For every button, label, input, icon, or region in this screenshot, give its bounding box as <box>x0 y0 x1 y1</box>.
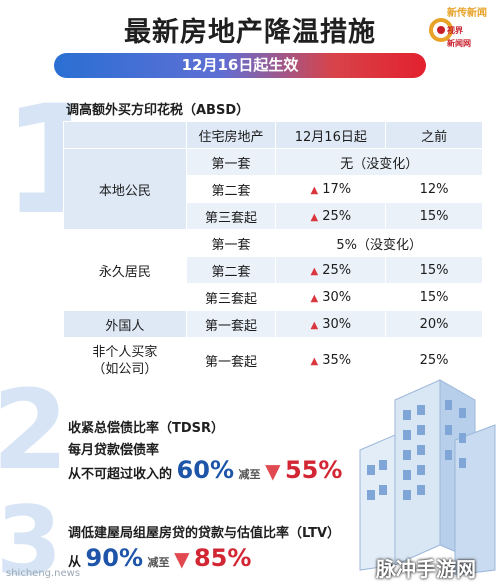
rate-old: 12% <box>385 175 483 203</box>
ltv-reduce-label: 减至 <box>147 556 170 569</box>
up-arrow-icon: ▲ <box>310 292 319 304</box>
logo-sub-text-2: 新闻网 <box>447 39 471 48</box>
rate-new: ▲ 25% <box>275 202 387 230</box>
table-row: 第二套 ▲ 17% 12% <box>64 175 483 203</box>
rate-new-value: 30% <box>322 316 352 332</box>
section1-title: 调高额外买方印花税（ABSD） <box>66 103 250 118</box>
table-row: 第二套 ▲ 25% 15% <box>64 256 483 284</box>
up-arrow-icon: ▲ <box>310 265 319 277</box>
table-row: 本地公民 第一套 无（没变化） <box>63 148 483 230</box>
table-row: 第三套起 ▲ 25% 15% <box>64 202 483 230</box>
table-header-cell: 12月16日起 <box>275 121 387 149</box>
rate-new-value: 25% <box>322 208 352 224</box>
table-header-cell: 之前 <box>385 121 483 149</box>
entity-label-line2: （如公司） <box>92 361 158 377</box>
property-count: 第二套 <box>185 175 277 203</box>
section-number-2: 2 <box>0 366 69 494</box>
section2-subtitle: 每月贷款偿债率 <box>68 443 160 458</box>
rate-new-value: 17% <box>322 181 352 197</box>
property-count: 第一套起 <box>185 310 277 338</box>
section-number-3: 3 <box>0 487 63 583</box>
buyer-group-pr: 永久居民 <box>63 229 187 311</box>
tdsr-prefix: 从不可超过收入的 <box>68 467 173 482</box>
rate-old: 15% <box>385 256 483 284</box>
ltv-to-value: 85% <box>193 544 252 572</box>
table-row: 永久居民 第一套 5%（没变化） <box>63 229 483 311</box>
up-arrow-icon: ▲ <box>310 319 319 331</box>
tdsr-from-value: 60% <box>176 456 234 484</box>
table-header-row: 住宅房地产 12月16日起 之前 <box>63 121 483 149</box>
rate-new-value: 30% <box>322 289 352 305</box>
ltv-prefix: 从 <box>68 555 82 570</box>
rate-new: ▲ 30% <box>275 283 387 311</box>
property-count: 第二套 <box>185 256 277 284</box>
effective-date-banner: 12月16日起生效 <box>54 53 426 78</box>
table-row: 外国人 第一套起 ▲ 30% 20% <box>63 310 483 338</box>
table-header-cell <box>63 121 187 149</box>
down-arrow-icon: ▼ <box>174 547 190 571</box>
news-logo-icon <box>429 18 453 42</box>
rate-new: ▲ 30% <box>275 310 387 338</box>
site-watermark: 脉冲手游网 <box>376 557 476 581</box>
buildings-illustration <box>359 379 496 575</box>
property-count: 第三套起 <box>185 202 277 230</box>
table-header-cell: 住宅房地产 <box>185 121 277 149</box>
rate-new-value: 35% <box>322 353 352 368</box>
up-arrow-icon: ▲ <box>310 184 319 196</box>
rate-unchanged: 5%（没变化） <box>275 229 483 257</box>
rate-old: 25% <box>385 337 483 384</box>
property-count: 第一套 <box>185 229 277 257</box>
property-count: 第一套起 <box>185 337 277 384</box>
tdsr-reduce-label: 减至 <box>238 468 261 481</box>
entity-label-line1: 非个人买家 <box>92 344 158 360</box>
up-arrow-icon: ▲ <box>310 356 319 367</box>
logo-sub-text: 视界 <box>447 26 463 35</box>
tdsr-to-value: 55% <box>284 456 343 484</box>
rate-old: 15% <box>385 283 483 311</box>
absd-table: 住宅房地产 12月16日起 之前 本地公民 第一套 无（没变化） 第二套 ▲ 17… <box>63 121 483 384</box>
buyer-group-entity: 非个人买家 （如公司） <box>63 337 187 384</box>
rate-new: ▲ 25% <box>275 256 387 284</box>
down-arrow-icon: ▼ <box>265 459 281 483</box>
table-row: 非个人买家 （如公司） 第一套起 ▲ 35% 25% <box>63 337 483 384</box>
logo-brand-text: 新传新闻 <box>447 8 487 19</box>
page-title: 最新房地产降温措施 <box>124 17 376 48</box>
rate-new: ▲ 35% <box>275 337 387 384</box>
source-watermark: shicheng.news <box>6 568 81 579</box>
rate-old: 15% <box>385 202 483 230</box>
section3-title: 调低建屋局组屋房贷的贷款与估值比率（LTV） <box>68 526 341 541</box>
rate-new: ▲ 17% <box>275 175 387 203</box>
ltv-from-value: 90% <box>85 544 143 572</box>
up-arrow-icon: ▲ <box>310 211 319 223</box>
ltv-change-line: 从 90% 减至 ▼ 85% <box>68 544 251 572</box>
section2-title: 收紧总偿债比率（TDSR） <box>68 421 225 436</box>
rate-old: 20% <box>385 310 483 338</box>
buyer-group-citizen: 本地公民 <box>63 148 187 230</box>
buyer-group-foreigner: 外国人 <box>63 310 187 338</box>
rate-unchanged: 无（没变化） <box>275 148 483 176</box>
tdsr-change-line: 从不可超过收入的 60% 减至 ▼ 55% <box>68 456 342 484</box>
rate-new-value: 25% <box>322 262 352 278</box>
property-count: 第一套 <box>185 148 277 176</box>
property-count: 第三套起 <box>185 283 277 311</box>
